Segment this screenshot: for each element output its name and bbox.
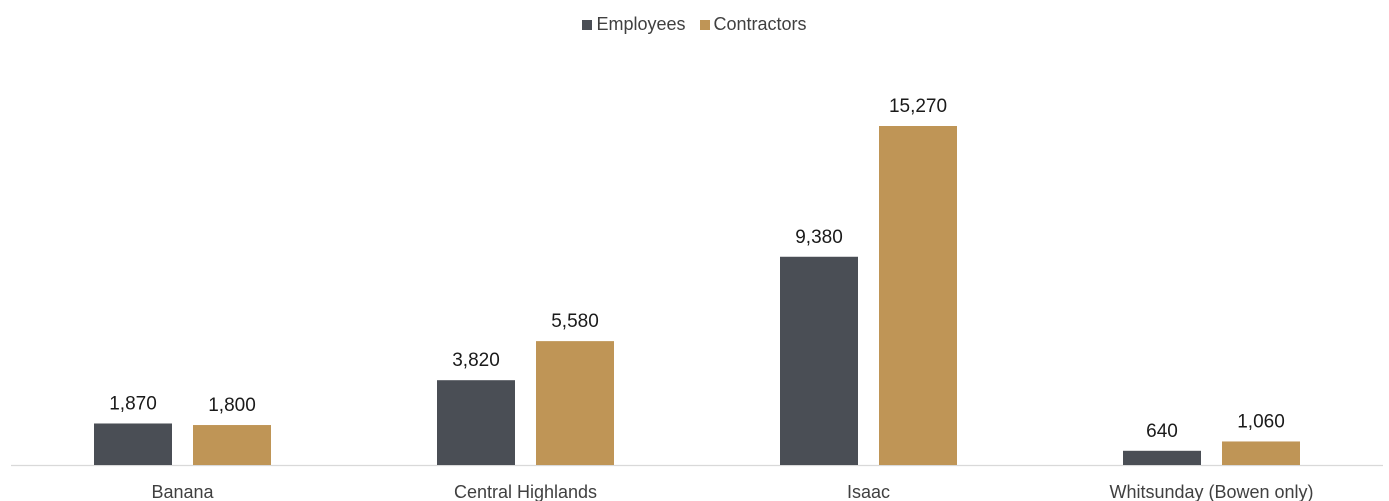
legend-item-contractors: Contractors	[699, 14, 807, 35]
legend-label-contractors: Contractors	[713, 14, 807, 34]
bar-employees-0	[94, 423, 172, 465]
data-label-employees-1: 3,820	[452, 350, 500, 371]
legend-swatch-employees	[582, 19, 593, 30]
category-label-1: Central Highlands	[454, 482, 597, 501]
legend: Employees Contractors	[0, 14, 1389, 35]
bar-contractors-0	[193, 425, 271, 465]
data-label-contractors-1: 5,580	[551, 311, 599, 332]
data-label-contractors-0: 1,800	[208, 395, 256, 416]
bar-employees-1	[437, 380, 515, 465]
data-label-employees-0: 1,870	[109, 393, 157, 414]
data-label-employees-2: 9,380	[795, 227, 843, 248]
category-label-2: Isaac	[847, 482, 890, 501]
bar-contractors-2	[879, 126, 957, 465]
data-label-contractors-3: 1,060	[1237, 411, 1285, 432]
data-label-contractors-2: 15,270	[889, 96, 947, 117]
legend-label-employees: Employees	[596, 14, 686, 34]
bar-employees-3	[1123, 450, 1201, 465]
legend-item-employees: Employees	[582, 14, 686, 35]
bar-employees-2	[780, 256, 858, 465]
bar-contractors-1	[536, 341, 614, 465]
legend-swatch-contractors	[699, 19, 710, 30]
bar-contractors-3	[1222, 441, 1300, 465]
data-label-employees-3: 640	[1146, 421, 1178, 442]
category-label-3: Whitsunday (Bowen only)	[1109, 482, 1313, 501]
category-label-0: Banana	[151, 482, 214, 501]
